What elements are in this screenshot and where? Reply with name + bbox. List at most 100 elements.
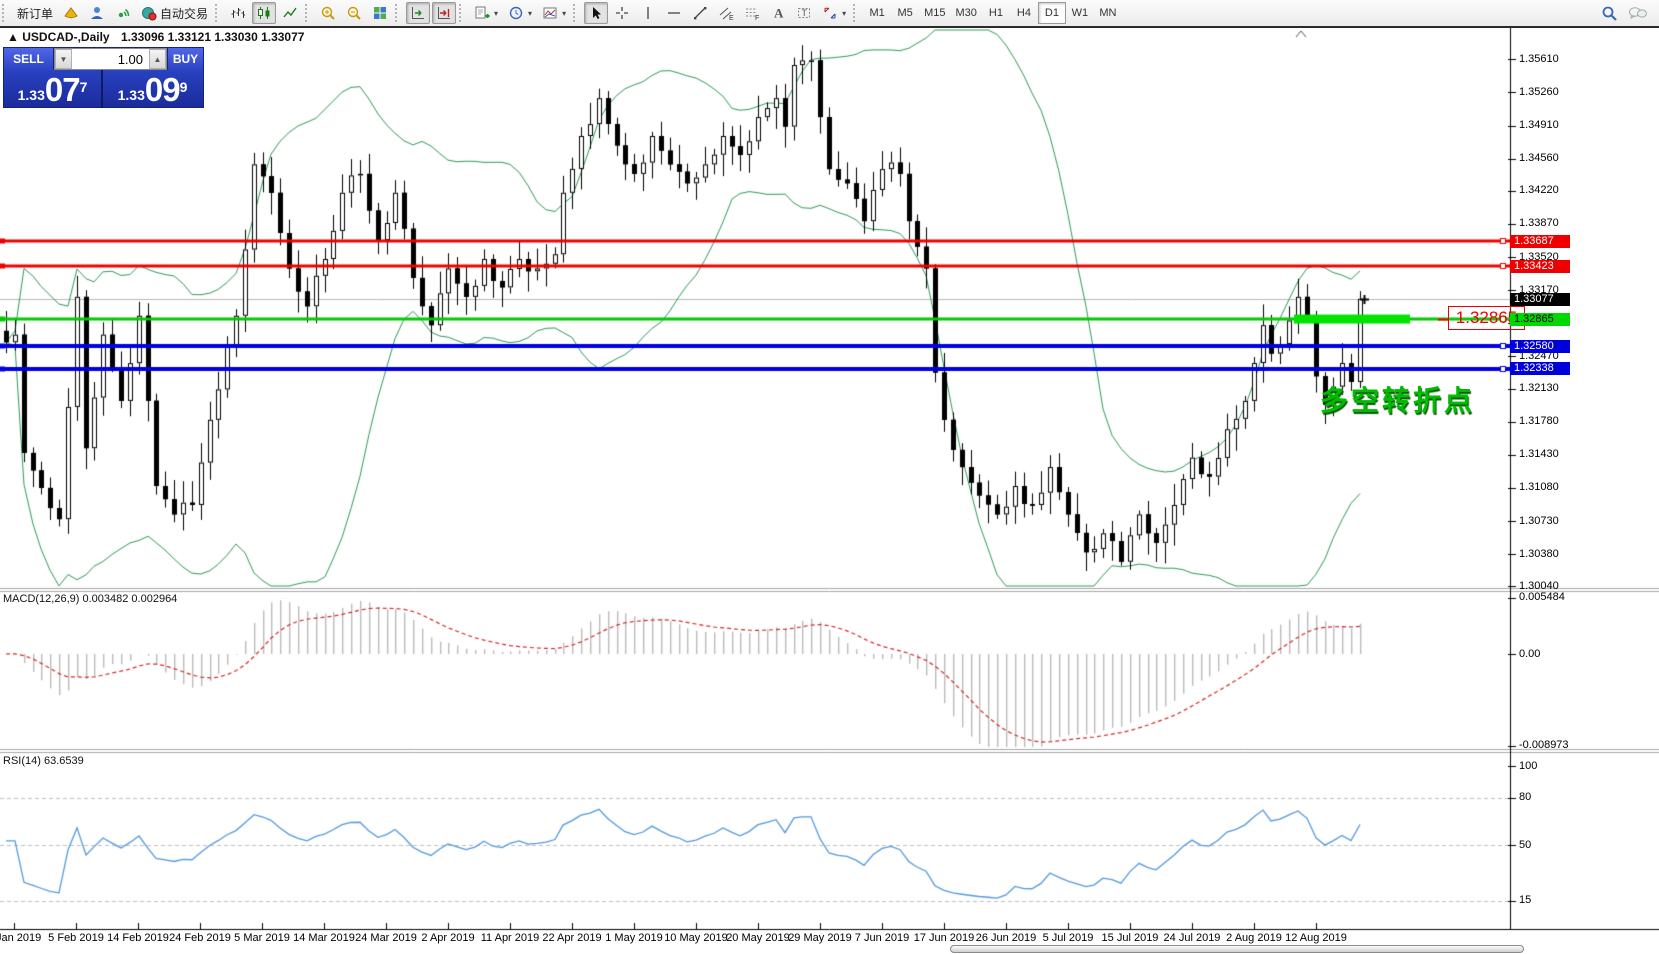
price-tag-label: 1.33077 [1510,292,1570,306]
fibonacci-button[interactable]: F [740,2,764,24]
date-label: 17 Jun 2019 [913,932,975,944]
sell-price[interactable]: 1.33 07 7 [4,70,103,108]
volume-decrease-button[interactable]: ▼ [55,49,72,69]
timeframe-m30-button[interactable]: M30 [955,7,977,19]
new-chart-button[interactable]: ▾ [470,2,502,24]
bar-chart-button[interactable] [226,2,250,24]
price-tick-label: 1.32130 [1519,382,1559,395]
toolbar-group-handle [573,4,581,22]
auto-scroll-button[interactable] [406,2,431,24]
svg-text:E: E [729,15,734,21]
timeframe-m1-button[interactable]: M1 [869,7,885,19]
price-tick-label: 1.32470 [1519,349,1559,362]
timeframe-h4-button[interactable]: H4 [1016,7,1031,19]
arrows-button[interactable]: ▾ [818,2,850,24]
price-tick-label: 1.34560 [1519,152,1559,165]
history-center-button[interactable] [59,2,83,24]
timeframe-m5-button[interactable]: M5 [897,7,913,19]
price-tick-label: 1.34910 [1519,119,1559,132]
svg-text:A: A [774,6,784,21]
macd-tick-label: 0.005484 [1519,591,1565,604]
buy-price-sup: 9 [179,79,188,95]
arrows-icon [822,5,838,21]
trendline-icon [692,5,708,21]
text-button[interactable]: A [766,2,790,24]
candlestick-chart-button[interactable] [252,2,277,24]
price-tag-label: 1.32338 [1510,362,1570,376]
buy-button[interactable]: BUY [167,48,203,70]
text-icon: A [770,5,786,21]
chart-shift-button[interactable] [432,2,457,24]
template-icon [542,5,558,21]
volume-input[interactable]: 1.00 [117,51,143,67]
timeframe-mn-button[interactable]: MN [1099,7,1117,19]
date-label: 12 Aug 2019 [1285,932,1347,944]
crosshair-button[interactable] [610,2,634,24]
zoom-out-button[interactable] [342,2,366,24]
dropdown-caret-icon: ▾ [842,8,847,18]
text-label-button[interactable]: T [792,2,816,24]
autotrade-icon [141,5,157,21]
timeframe-m15-button[interactable]: M15 [924,7,946,19]
date-label: 26 Jun 2019 [975,932,1037,944]
tile-windows-button[interactable] [368,2,392,24]
signals-button[interactable] [111,2,135,24]
search-button[interactable] [1597,2,1622,24]
trendline-button[interactable] [688,2,712,24]
horizontal-scrollbar[interactable] [950,945,1524,953]
rsi-tick-label: 100 [1519,759,1538,772]
cursor-icon [588,5,604,21]
price-tag-label: 1.33687 [1510,234,1570,248]
vertical-line-button[interactable] [636,2,660,24]
button-label: 自动交易 [160,6,209,21]
date-label: 29 May 2019 [788,932,852,944]
price-tick-label: 1.33520 [1519,250,1559,263]
date-label: 24 Mar 2019 [355,932,417,944]
buy-price-big: 09 [144,71,181,108]
auto-trading-button[interactable]: 自动交易 [137,2,212,24]
chat-button[interactable] [1624,2,1652,24]
volume-increase-button[interactable]: ▲ [149,49,166,69]
timeframe-w1-button[interactable]: W1 [1071,7,1089,19]
cursor-button[interactable] [584,2,609,24]
new-order-button[interactable]: 新订单 [13,2,57,24]
price-tick-label: 1.31780 [1519,415,1559,428]
templates-button[interactable]: ▾ [538,2,570,24]
bars-icon [230,5,246,21]
line-chart-button[interactable] [278,2,302,24]
sell-price-big: 07 [44,71,81,108]
zoom-in-icon [320,5,336,21]
date-label: 5 Feb 2019 [48,932,104,944]
price-tick-label: 1.35260 [1519,85,1559,98]
vline-icon [640,5,656,21]
price-tick-label: 1.35610 [1519,52,1559,65]
toolbar-group-handle [853,4,861,22]
one-click-trading-panel: SELL ▼ 1.00 ▲ BUY 1.33 07 7 1.33 09 9 [3,47,204,108]
periods-button[interactable]: ▾ [504,2,536,24]
date-label: 7 Jan 2019 [0,932,42,944]
date-label: 22 Apr 2019 [542,932,602,944]
price-tick-label: 1.30040 [1519,579,1559,592]
date-label: 7 Jun 2019 [854,932,910,944]
new-chart-icon [474,5,490,21]
svg-text:T: T [802,8,808,18]
buy-price[interactable]: 1.33 09 9 [103,70,202,108]
date-label: 14 Mar 2019 [293,932,355,944]
zoom-in-button[interactable] [316,2,340,24]
fibo-icon: F [744,5,760,21]
sell-button[interactable]: SELL [4,48,54,70]
date-label: 15 Jul 2019 [1101,932,1159,944]
timeframe-d1-button[interactable]: D1 [1037,2,1066,24]
community-button[interactable] [85,2,109,24]
search-icon [1601,5,1618,22]
period-icon [508,5,524,21]
sell-price-sup: 7 [79,79,88,95]
dropdown-caret-icon: ▾ [494,8,499,18]
collapse-caret-icon[interactable]: ▲ [7,30,19,44]
horizontal-line-button[interactable] [662,2,686,24]
price-tag-label: 1.32865 [1510,312,1570,326]
timeframe-h1-button[interactable]: H1 [988,7,1003,19]
hat-icon [63,5,79,21]
equidistant-channel-button[interactable]: E [714,2,738,24]
